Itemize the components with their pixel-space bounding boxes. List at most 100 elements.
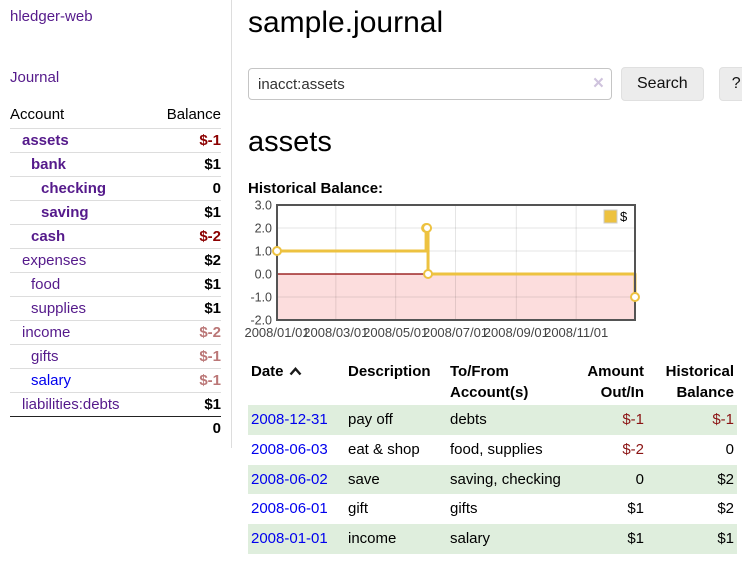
- register-col-balance: Historical Balance: [665, 363, 734, 401]
- page-title: sample.journal: [248, 6, 444, 39]
- register-row: 2008-06-03 eat & shop food, supplies $-2 0: [248, 435, 737, 465]
- account-link[interactable]: cash: [31, 228, 66, 245]
- transaction-description: gift: [348, 500, 369, 518]
- transaction-balance: $1: [717, 530, 734, 547]
- transaction-balance: 0: [725, 440, 734, 458]
- account-balance: $1: [151, 296, 221, 321]
- accounts-total-row: 0: [10, 416, 221, 440]
- account-balance: 0: [151, 176, 221, 201]
- account-row: saving $1: [10, 200, 221, 225]
- svg-text:3.0: 3.0: [255, 199, 272, 213]
- account-heading: assets: [248, 126, 332, 158]
- transaction-accounts: debts: [450, 411, 487, 428]
- svg-text:2008/03/01: 2008/03/01: [303, 325, 368, 340]
- transaction-balance: $2: [717, 500, 734, 518]
- svg-text:2008/01/01: 2008/01/01: [244, 325, 309, 340]
- account-balance: $-1: [151, 368, 221, 393]
- account-row: gifts $-1: [10, 344, 221, 369]
- transaction-date-link[interactable]: 2008-01-01: [251, 530, 328, 547]
- register-col-date[interactable]: Date: [248, 359, 345, 405]
- account-balance: $2: [151, 248, 221, 273]
- transaction-amount: 0: [635, 470, 644, 488]
- transaction-description: pay off: [348, 411, 393, 428]
- transaction-accounts: food, supplies: [450, 440, 543, 458]
- account-link[interactable]: expenses: [22, 252, 87, 269]
- account-link[interactable]: supplies: [31, 300, 87, 317]
- search-input[interactable]: [248, 68, 612, 100]
- transaction-amount: $1: [627, 500, 644, 518]
- svg-text:2.0: 2.0: [255, 222, 272, 236]
- account-balance: $-1: [151, 128, 221, 153]
- register-row: 2008-12-31 pay off debts $-1 $-1: [248, 405, 737, 435]
- account-link[interactable]: bank: [31, 156, 67, 173]
- transaction-date-link[interactable]: 2008-06-03: [251, 440, 328, 458]
- svg-text:2008/07/01: 2008/07/01: [423, 325, 488, 340]
- account-balance: $-1: [151, 344, 221, 369]
- register-table: Date Description To/From Account(s) Amou…: [248, 359, 737, 554]
- svg-text:$: $: [620, 209, 628, 224]
- transaction-description: income: [348, 530, 397, 547]
- chart-canvas[interactable]: $3.0 2.0 1.0 0.0 -1.0 -2.02008/01/012008/03/0…: [244, 199, 650, 345]
- account-link[interactable]: checking: [41, 180, 107, 197]
- account-link[interactable]: gifts: [31, 348, 59, 365]
- svg-text:-1.0: -1.0: [250, 291, 272, 305]
- account-row: bank $1: [10, 152, 221, 177]
- account-link[interactable]: liabilities:debts: [22, 396, 120, 413]
- sidebar: hledger-web Journal Account Balance asse…: [0, 0, 232, 448]
- account-link[interactable]: assets: [22, 132, 69, 149]
- account-row: food $1: [10, 272, 221, 297]
- register-col-accounts: To/From Account(s): [450, 363, 529, 401]
- transaction-accounts: gifts: [450, 500, 478, 518]
- account-row: liabilities:debts $1: [10, 392, 221, 417]
- svg-text:2008/05/01: 2008/05/01: [363, 325, 428, 340]
- transaction-amount: $1: [627, 530, 644, 547]
- account-row: supplies $1: [10, 296, 221, 321]
- accounts-table: Account Balance assets $-1 bank $1 checking 0…: [10, 102, 221, 440]
- register-col-description: Description: [348, 363, 431, 380]
- account-balance: $1: [151, 392, 221, 417]
- account-link[interactable]: salary: [31, 372, 72, 389]
- transaction-description: eat & shop: [348, 440, 420, 458]
- account-link[interactable]: income: [22, 324, 71, 341]
- search-button[interactable]: Search: [621, 67, 704, 101]
- register-header-row: Date Description To/From Account(s) Amou…: [248, 359, 737, 405]
- transaction-balance: $-1: [712, 411, 734, 428]
- account-row: cash $-2: [10, 224, 221, 249]
- app-brand-link[interactable]: hledger-web: [10, 8, 93, 25]
- sort-asc-icon: [289, 361, 302, 382]
- svg-text:-2.0: -2.0: [250, 314, 272, 328]
- transaction-balance: $2: [717, 470, 734, 488]
- transaction-description: save: [348, 470, 380, 488]
- account-row: salary $-1: [10, 368, 221, 393]
- transaction-accounts: saving, checking: [450, 470, 561, 488]
- register-row: 2008-06-02 save saving, checking 0 $2: [248, 464, 737, 495]
- account-link[interactable]: food: [31, 276, 61, 293]
- historical-balance-chart[interactable]: $3.0 2.0 1.0 0.0 -1.0 -2.0 2008/01/01 2008/03/0…: [244, 199, 650, 345]
- register-row: 2008-01-01 income salary $1 $1: [248, 524, 737, 554]
- account-row: checking 0: [10, 176, 221, 201]
- nav-journal-link[interactable]: Journal: [10, 69, 60, 86]
- account-balance: $-2: [151, 320, 221, 345]
- clear-search-icon[interactable]: ×: [592, 73, 604, 94]
- accounts-col-balance: Balance: [166, 106, 221, 123]
- transaction-accounts: salary: [450, 530, 491, 547]
- transaction-amount: $-2: [622, 440, 644, 458]
- register-row: 2008-06-01 gift gifts $1 $2: [248, 494, 737, 524]
- account-balance: $1: [151, 152, 221, 177]
- search-bar: × Search ?: [248, 67, 742, 101]
- account-balance: $1: [151, 272, 221, 297]
- transaction-date-link[interactable]: 2008-12-31: [251, 411, 328, 428]
- transaction-date-link[interactable]: 2008-06-02: [251, 470, 328, 488]
- chart-label: Historical Balance:: [248, 180, 384, 197]
- account-balance: $-2: [151, 224, 221, 249]
- accounts-total: 0: [151, 416, 221, 440]
- svg-text:2008/11/01: 2008/11/01: [544, 325, 608, 340]
- transaction-date-link[interactable]: 2008-06-01: [251, 500, 328, 518]
- account-row: assets $-1: [10, 128, 221, 153]
- main-content: sample.journal × Search ? assets Histori…: [244, 0, 742, 554]
- help-button[interactable]: ?: [718, 67, 742, 101]
- register-col-amount: Amount Out/In: [587, 363, 644, 401]
- account-link[interactable]: saving: [41, 204, 89, 221]
- account-row: expenses $2: [10, 248, 221, 273]
- account-row: income $-2: [10, 320, 221, 345]
